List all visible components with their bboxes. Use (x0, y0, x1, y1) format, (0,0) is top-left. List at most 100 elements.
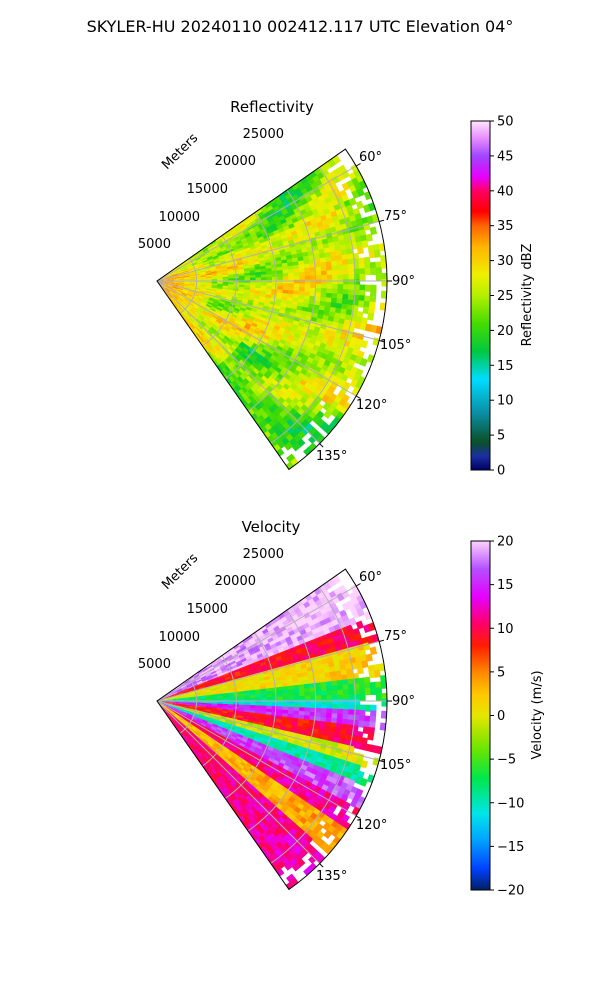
field-cell (248, 757, 257, 764)
field-cell (188, 688, 195, 692)
field-cell (200, 722, 207, 728)
field-cell (199, 724, 206, 729)
field-cell (200, 755, 207, 763)
field-cell (188, 318, 194, 324)
field-cell (213, 300, 220, 305)
field-cell (167, 698, 174, 700)
field-cell (172, 273, 179, 277)
field-cell (183, 288, 190, 292)
field-cell (224, 777, 232, 785)
field-cell (207, 678, 215, 683)
field-cell (230, 764, 238, 771)
field-cell (243, 640, 251, 647)
field-cell (189, 737, 195, 744)
field-cell (187, 267, 195, 271)
field-cell (167, 278, 174, 280)
field-cell (198, 670, 205, 676)
field-cell (265, 225, 273, 232)
field-cell (178, 274, 185, 277)
field-cell (375, 687, 383, 695)
field-cell (199, 710, 206, 714)
field-cell (200, 691, 207, 695)
field-cell (170, 290, 176, 295)
field-cell (331, 408, 341, 418)
field-cell (288, 703, 295, 708)
field-cell (255, 230, 263, 237)
field-cell (215, 713, 222, 717)
field-cell (206, 750, 213, 757)
field-cell (173, 283, 180, 286)
field-cell (178, 703, 185, 706)
field-cell (172, 692, 179, 696)
field-cell (167, 697, 174, 700)
field-cell (206, 662, 213, 669)
field-cell (249, 313, 256, 319)
field-cell (199, 749, 206, 756)
field-cell (364, 262, 371, 270)
field-cell (364, 267, 372, 276)
field-cell (187, 292, 194, 296)
field-cell (182, 301, 188, 307)
colorbar-swatch (470, 120, 491, 471)
field-cell (250, 322, 258, 329)
field-cell (209, 775, 216, 783)
azimuth-tick-label: 75° (384, 209, 407, 224)
field-cell (187, 291, 194, 295)
field-cell (161, 284, 167, 288)
range-tick-label: 20000 (215, 154, 256, 169)
field-cell (240, 237, 248, 243)
azimuth-tick-label: 90° (392, 274, 415, 289)
field-cell (176, 268, 183, 272)
field-cell (221, 712, 228, 716)
field-cell (217, 724, 225, 729)
field-cell (178, 297, 184, 303)
field-cell (178, 702, 185, 704)
field-cell (342, 284, 350, 291)
field-cell (182, 315, 188, 322)
field-cell (167, 713, 173, 719)
field-cell (308, 426, 318, 437)
field-cell (226, 295, 233, 299)
field-cell (332, 694, 339, 701)
field-cell (248, 662, 256, 668)
field-cell (239, 341, 247, 348)
field-cell (203, 333, 210, 340)
field-cell (234, 725, 242, 731)
field-cell (381, 272, 387, 281)
field-cell (176, 709, 183, 714)
field-cell (242, 756, 250, 764)
field-cell (286, 453, 296, 463)
field-cell (180, 684, 187, 689)
field-cell (199, 329, 206, 336)
azimuth-spoke (156, 640, 380, 702)
field-cell (184, 702, 191, 705)
field-cell (267, 746, 275, 753)
field-cell (208, 245, 215, 251)
field-cell (182, 270, 190, 274)
field-cell (213, 676, 220, 681)
field-cell (219, 767, 226, 775)
field-cell (235, 675, 243, 680)
field-cell (208, 342, 215, 350)
reflectivity-grid (156, 163, 392, 448)
field-cell (321, 275, 328, 281)
field-cell (178, 305, 184, 311)
field-cell (258, 658, 266, 665)
field-cell (175, 300, 181, 306)
field-cell (177, 690, 184, 694)
field-cell (250, 652, 258, 659)
field-cell (177, 271, 184, 275)
field-cell (282, 689, 289, 695)
field-cell (348, 284, 355, 292)
field-cell (291, 862, 302, 872)
field-cell (247, 737, 255, 744)
reflectivity-range-axis-label: Meters (159, 131, 201, 173)
field-cell (162, 699, 169, 701)
field-cell (178, 275, 185, 278)
range-tick-label: 5000 (138, 657, 171, 672)
field-cell (193, 327, 200, 334)
field-cell (304, 691, 311, 697)
field-cell (202, 667, 209, 673)
field-cell (249, 694, 257, 699)
